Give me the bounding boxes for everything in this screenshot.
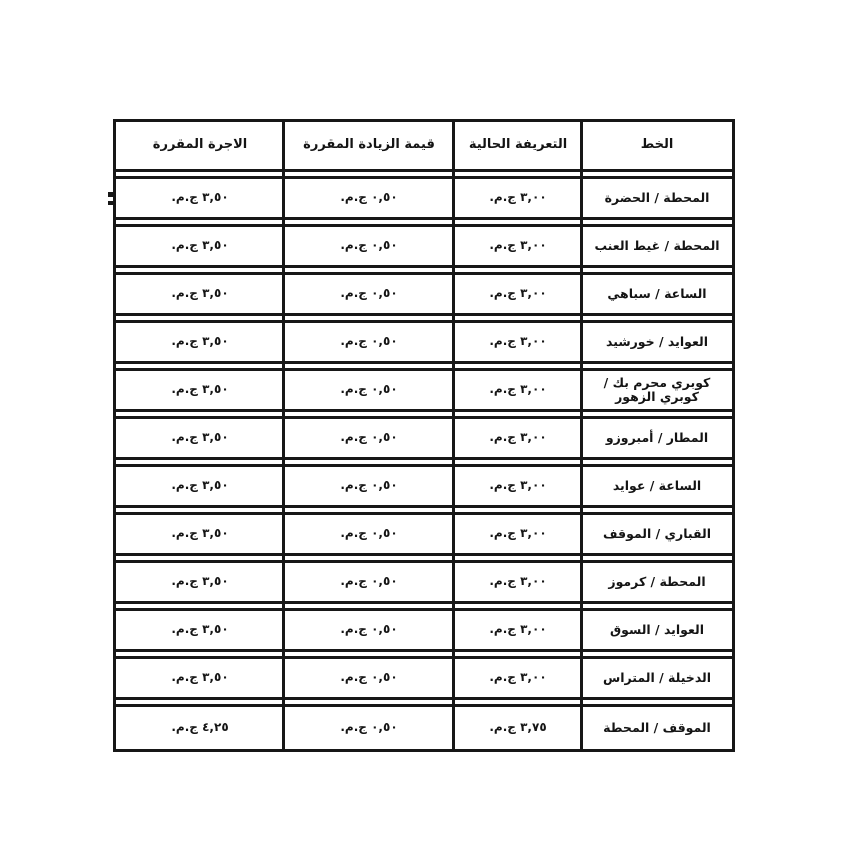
cell-current-tariff: ٣,٠٠ ج.م. xyxy=(489,286,547,301)
cell-increase-value: ٠,٥٠ ج.م. xyxy=(340,238,398,253)
cell-approved-fare: ٣,٥٠ ج.م. xyxy=(171,190,229,205)
cell-line-name: المحطة / الحضرة xyxy=(604,189,710,205)
column-divider-line-current xyxy=(580,119,583,752)
table-row: كوبري محرم بك / كوبري الزهور ٣,٠٠ ج.م. ٠… xyxy=(116,368,732,412)
cell-line-name: الساعة / سباهي xyxy=(607,285,707,301)
cell-approved-fare: ٣,٥٠ ج.م. xyxy=(171,382,229,397)
cell-increase-value: ٠,٥٠ ج.م. xyxy=(340,190,398,205)
table-row: الساعة / عوايد ٣,٠٠ ج.م. ٠,٥٠ ج.م. ٣,٥٠ … xyxy=(116,464,732,508)
cell-current-tariff: ٣,٠٠ ج.م. xyxy=(489,622,547,637)
header-cell-increase-value: قيمة الزيادة المقررة xyxy=(303,137,435,153)
table-row: الساعة / سباهي ٣,٠٠ ج.م. ٠,٥٠ ج.م. ٣,٥٠ … xyxy=(116,272,732,316)
cell-approved-fare: ٣,٥٠ ج.م. xyxy=(171,286,229,301)
cell-current-tariff: ٣,٠٠ ج.م. xyxy=(489,670,547,685)
table-row: الموقف / المحطة ٣,٧٥ ج.م. ٠,٥٠ ج.م. ٤,٢٥… xyxy=(116,704,732,752)
cell-approved-fare: ٣,٥٠ ج.م. xyxy=(171,238,229,253)
header-cell-line: الخط xyxy=(640,137,674,153)
table-row: الدخيلة / المتراس ٣,٠٠ ج.م. ٠,٥٠ ج.م. ٣,… xyxy=(116,656,732,700)
scan-artifact xyxy=(108,201,114,205)
cell-increase-value: ٠,٥٠ ج.م. xyxy=(340,622,398,637)
cell-approved-fare: ٣,٥٠ ج.م. xyxy=(171,526,229,541)
table-row: المحطة / غيط العنب ٣,٠٠ ج.م. ٠,٥٠ ج.م. ٣… xyxy=(116,224,732,268)
column-divider-current-increase xyxy=(452,119,455,752)
cell-increase-value: ٠,٥٠ ج.م. xyxy=(340,720,398,735)
cell-increase-value: ٠,٥٠ ج.م. xyxy=(340,334,398,349)
table-header-row: الخط التعريفة الحالية قيمة الزيادة المقر… xyxy=(116,119,732,172)
cell-increase-value: ٠,٥٠ ج.م. xyxy=(340,574,398,589)
cell-approved-fare: ٣,٥٠ ج.م. xyxy=(171,430,229,445)
column-divider-increase-fare xyxy=(282,119,285,752)
cell-increase-value: ٠,٥٠ ج.م. xyxy=(340,286,398,301)
cell-approved-fare: ٤,٢٥ ج.م. xyxy=(171,720,229,735)
cell-line-name: القباري / الموقف xyxy=(603,525,711,541)
cell-approved-fare: ٣,٥٠ ج.م. xyxy=(171,670,229,685)
cell-line-name: المحطة / غيط العنب xyxy=(594,237,720,253)
cell-line-name: العوايد / السوق xyxy=(609,621,705,637)
cell-current-tariff: ٣,٧٥ ج.م. xyxy=(489,720,547,735)
cell-approved-fare: ٣,٥٠ ج.م. xyxy=(171,622,229,637)
cell-line-name: الموقف / المحطة xyxy=(603,719,711,735)
cell-increase-value: ٠,٥٠ ج.م. xyxy=(340,526,398,541)
cell-approved-fare: ٣,٥٠ ج.م. xyxy=(171,334,229,349)
scan-artifact xyxy=(108,192,115,197)
cell-line-name: المطار / أمبروزو xyxy=(605,429,709,445)
table-row: القباري / الموقف ٣,٠٠ ج.م. ٠,٥٠ ج.م. ٣,٥… xyxy=(116,512,732,556)
cell-increase-value: ٠,٥٠ ج.م. xyxy=(340,670,398,685)
cell-line-name: العوايد / خورشيد xyxy=(606,333,708,349)
table-row: العوايد / خورشيد ٣,٠٠ ج.م. ٠,٥٠ ج.م. ٣,٥… xyxy=(116,320,732,364)
cell-line-name: الدخيلة / المتراس xyxy=(602,669,712,685)
cell-current-tariff: ٣,٠٠ ج.م. xyxy=(489,190,547,205)
cell-increase-value: ٠,٥٠ ج.م. xyxy=(340,382,398,397)
table-row: المحطة / الحضرة ٣,٠٠ ج.م. ٠,٥٠ ج.م. ٣,٥٠… xyxy=(116,176,732,220)
cell-increase-value: ٠,٥٠ ج.م. xyxy=(340,430,398,445)
cell-line-name: الساعة / عوايد xyxy=(612,477,702,493)
cell-current-tariff: ٣,٠٠ ج.م. xyxy=(489,526,547,541)
cell-current-tariff: ٣,٠٠ ج.م. xyxy=(489,238,547,253)
fare-table: الخط التعريفة الحالية قيمة الزيادة المقر… xyxy=(113,119,735,752)
cell-approved-fare: ٣,٥٠ ج.م. xyxy=(171,478,229,493)
header-cell-current-tariff: التعريفة الحالية xyxy=(468,137,568,153)
cell-line-name: كوبري محرم بك / كوبري الزهور xyxy=(603,374,711,404)
cell-approved-fare: ٣,٥٠ ج.م. xyxy=(171,574,229,589)
header-cell-approved-fare: الاجرة المقررة xyxy=(152,137,248,153)
cell-current-tariff: ٣,٠٠ ج.م. xyxy=(489,382,547,397)
cell-current-tariff: ٣,٠٠ ج.م. xyxy=(489,574,547,589)
table-row: المطار / أمبروزو ٣,٠٠ ج.م. ٠,٥٠ ج.م. ٣,٥… xyxy=(116,416,732,460)
cell-current-tariff: ٣,٠٠ ج.م. xyxy=(489,478,547,493)
cell-current-tariff: ٣,٠٠ ج.م. xyxy=(489,430,547,445)
cell-line-name: المحطة / كرموز xyxy=(608,573,706,589)
table-row: المحطة / كرموز ٣,٠٠ ج.م. ٠,٥٠ ج.م. ٣,٥٠ … xyxy=(116,560,732,604)
table-row: العوايد / السوق ٣,٠٠ ج.م. ٠,٥٠ ج.م. ٣,٥٠… xyxy=(116,608,732,652)
cell-increase-value: ٠,٥٠ ج.م. xyxy=(340,478,398,493)
cell-current-tariff: ٣,٠٠ ج.م. xyxy=(489,334,547,349)
